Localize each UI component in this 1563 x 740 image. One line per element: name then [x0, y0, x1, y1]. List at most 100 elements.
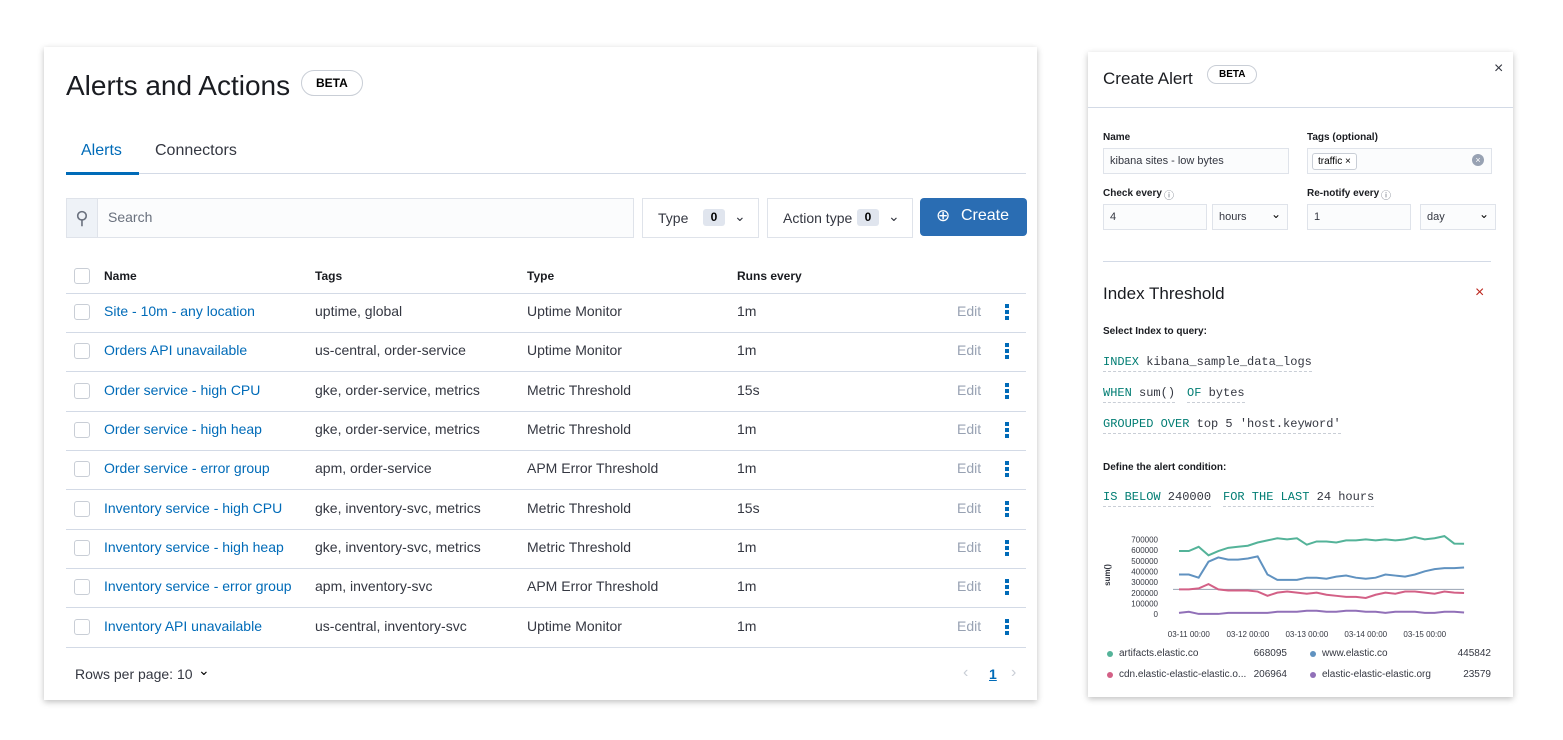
cell: 1m — [737, 578, 756, 594]
next-page[interactable]: › — [1011, 664, 1016, 682]
more-actions[interactable] — [1005, 619, 1009, 635]
edit-action[interactable]: Edit — [957, 342, 981, 358]
alert-name-link[interactable]: Order service - high CPU — [104, 382, 260, 398]
alert-name-link[interactable]: Orders API unavailable — [104, 342, 247, 358]
y-tick-label: 0 — [1154, 610, 1159, 619]
tab-active-underline — [66, 172, 139, 175]
cell: gke, inventory-svc, metrics — [315, 539, 481, 555]
edit-action[interactable]: Edit — [957, 539, 981, 555]
filter-button[interactable]: Type0⌄ — [642, 198, 759, 238]
search-icon-box: ⚲ — [66, 198, 98, 238]
y-tick-label: 600000 — [1131, 546, 1158, 555]
more-actions[interactable] — [1005, 540, 1009, 556]
expression-keyword: OF — [1187, 386, 1201, 400]
cell: Metric Threshold — [527, 421, 631, 437]
expression-keyword: GROUPED OVER — [1103, 417, 1189, 431]
input-value: 1 — [1314, 211, 1320, 223]
alert-name-link[interactable]: Site - 10m - any location — [104, 303, 255, 319]
create-button[interactable]: ⊕Create — [920, 198, 1027, 236]
chevron[interactable]: ⌄ — [198, 662, 210, 679]
expression[interactable]: OF bytes — [1187, 386, 1245, 403]
edit-action[interactable]: Edit — [957, 618, 981, 634]
close-button[interactable]: × — [1494, 60, 1503, 78]
alert-name-link[interactable]: Inventory service - high CPU — [104, 500, 282, 516]
input[interactable]: kibana sites - low bytes — [1103, 148, 1289, 174]
alert-name-link[interactable]: Inventory service - high heap — [104, 539, 284, 555]
alert-name-link[interactable]: Order service - error group — [104, 460, 270, 476]
legend-name: cdn.elastic-elastic-elastic.o... — [1119, 669, 1246, 680]
edit-action[interactable]: Edit — [957, 303, 981, 319]
expression[interactable]: WHEN sum() — [1103, 386, 1175, 403]
expression-keyword: IS BELOW — [1103, 490, 1161, 504]
checkbox[interactable] — [74, 540, 90, 556]
more-actions[interactable] — [1005, 422, 1009, 438]
input-value: day — [1427, 211, 1445, 223]
series-line — [1179, 584, 1464, 598]
more-actions[interactable] — [1005, 343, 1009, 359]
current-page[interactable]: 1 — [989, 666, 997, 682]
cell: us-central, inventory-svc — [315, 618, 467, 634]
input[interactable]: hours⌄ — [1212, 204, 1288, 230]
tag-text: traffic — [1318, 156, 1342, 167]
more-actions[interactable] — [1005, 579, 1009, 595]
rows-per-page[interactable]: Rows per page: 10 — [75, 666, 193, 682]
tab[interactable]: Connectors — [155, 142, 237, 160]
expression[interactable]: IS BELOW 240000 — [1103, 490, 1211, 507]
checkbox[interactable] — [74, 579, 90, 595]
y-tick-label: 100000 — [1131, 599, 1158, 608]
alert-name-link[interactable]: Inventory service - error group — [104, 578, 292, 594]
legend-value: 23579 — [1463, 669, 1491, 680]
checkbox[interactable] — [74, 619, 90, 635]
edit-action[interactable]: Edit — [957, 382, 981, 398]
prev-page[interactable]: ‹ — [963, 664, 968, 682]
input-value: hours — [1219, 211, 1247, 223]
alert-name-link[interactable]: Order service - high heap — [104, 421, 262, 437]
expression[interactable]: INDEX kibana_sample_data_logs — [1103, 355, 1312, 372]
more-actions[interactable] — [1005, 501, 1009, 517]
edit-action[interactable]: Edit — [957, 500, 981, 516]
x-tick-label: 03-15 00:00 — [1403, 630, 1446, 639]
expression-keyword: WHEN — [1103, 386, 1132, 400]
edit-action[interactable]: Edit — [957, 460, 981, 476]
expression-value: 24 hours — [1309, 490, 1374, 504]
checkbox[interactable] — [74, 343, 90, 359]
checkbox[interactable] — [74, 304, 90, 320]
y-tick-label: 700000 — [1131, 536, 1158, 545]
remove-section[interactable]: × — [1475, 284, 1484, 302]
tab[interactable]: Alerts — [81, 142, 122, 160]
expression-value: sum() — [1132, 386, 1175, 400]
clear-icon[interactable]: × — [1472, 154, 1484, 166]
edit-action[interactable]: Edit — [957, 421, 981, 437]
input[interactable]: day ⌄ — [1420, 204, 1496, 230]
row-divider — [66, 371, 1026, 372]
more-actions[interactable] — [1005, 304, 1009, 320]
column-header: Tags — [315, 269, 342, 283]
x-tick-label: 03-12 00:00 — [1226, 630, 1269, 639]
row-divider — [66, 529, 1026, 530]
filter-button[interactable]: Action type0⌄ — [767, 198, 913, 238]
cell: apm, order-service — [315, 460, 432, 476]
checkbox[interactable] — [74, 461, 90, 477]
chart: 0100000200000300000400000500000600000700… — [1095, 530, 1505, 645]
input[interactable]: 4 — [1103, 204, 1207, 230]
more-actions[interactable] — [1005, 383, 1009, 399]
alert-name-link[interactable]: Inventory API unavailable — [104, 618, 262, 634]
tag-chip[interactable]: traffic × — [1312, 153, 1357, 170]
more-actions[interactable] — [1005, 461, 1009, 477]
input[interactable]: traffic × × — [1307, 148, 1492, 174]
checkbox[interactable] — [74, 383, 90, 399]
checkbox[interactable] — [74, 501, 90, 517]
checkbox[interactable] — [74, 268, 90, 284]
flyout-title: Create Alert — [1103, 69, 1193, 89]
chevron: ⌄ — [1479, 207, 1489, 221]
prompt: Select Index to query: — [1103, 326, 1207, 337]
checkbox[interactable] — [74, 422, 90, 438]
expression[interactable]: FOR THE LAST 24 hours — [1223, 490, 1374, 507]
cell: 1m — [737, 303, 756, 319]
expression[interactable]: GROUPED OVER top 5 'host.keyword' — [1103, 417, 1341, 434]
edit-action[interactable]: Edit — [957, 578, 981, 594]
help-icon: ⓘ — [1164, 187, 1174, 202]
expression-value: kibana_sample_data_logs — [1139, 355, 1312, 369]
input[interactable]: 1 — [1307, 204, 1411, 230]
